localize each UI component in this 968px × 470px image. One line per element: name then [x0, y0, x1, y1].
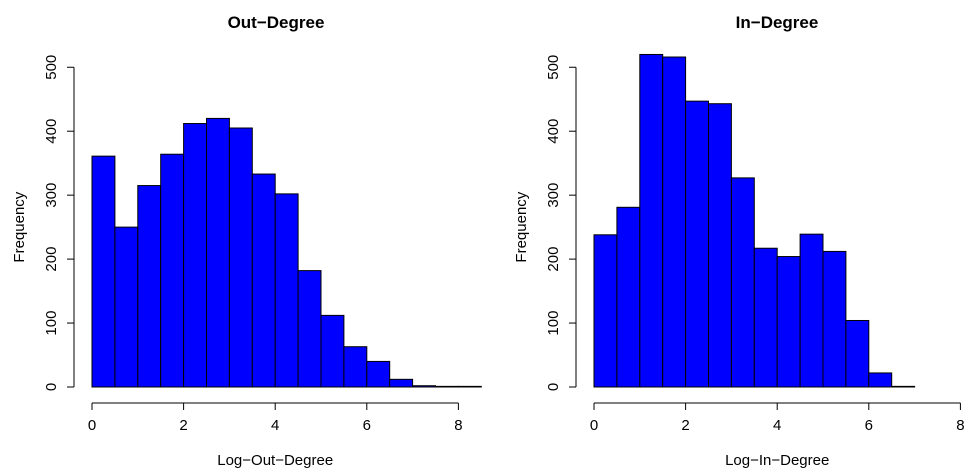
y-tick-label: 300: [545, 183, 562, 208]
histogram-bar: [137, 185, 162, 388]
x-tick-label: 4: [271, 417, 279, 434]
x-axis-label: Log−Out−Degree: [217, 452, 333, 469]
x-tick-label: 8: [956, 417, 964, 434]
x-tick-label: 0: [88, 417, 96, 434]
y-tick-label: 500: [545, 55, 562, 80]
y-tick-label: 100: [545, 311, 562, 336]
y-axis-label: Frequency: [11, 191, 28, 262]
histogram-bar: [343, 346, 368, 388]
y-tick-label: 0: [545, 383, 562, 391]
histogram-bar: [662, 56, 687, 388]
histogram-bar: [274, 193, 299, 388]
histogram-bar: [776, 256, 801, 388]
y-tick-label: 300: [43, 183, 60, 208]
histogram-bar: [822, 250, 847, 388]
y-tick-label: 400: [43, 119, 60, 144]
histogram-bar: [593, 234, 618, 388]
y-tick-label: 200: [43, 247, 60, 272]
histogram-bar: [457, 385, 482, 388]
in-degree-histogram: In−Degree 0 2 4 6 8 Log−In−Degree 0 100 200 300 400…: [513, 13, 965, 469]
histogram-bar: [685, 100, 709, 388]
x-tick-label: 2: [681, 417, 689, 434]
x-tick-label: 2: [179, 417, 187, 434]
x-tick-label: 6: [363, 417, 371, 434]
histogram-bar: [366, 360, 391, 388]
histogram-bar: [160, 153, 185, 388]
out-degree-histogram: Out−Degree 0 2 4 6 8 Log−Out−Degree 0 100 200 300 4…: [11, 13, 482, 469]
histogram-bar: [868, 372, 893, 388]
histogram-bar: [389, 378, 414, 388]
histogram-bar: [639, 53, 664, 388]
y-tick-label: 0: [43, 383, 60, 391]
histogram-bar: [753, 247, 778, 388]
histogram-bar: [114, 226, 139, 388]
histogram-bar: [251, 173, 276, 388]
chart-title: In−Degree: [736, 13, 819, 32]
histogram-bar: [297, 270, 322, 388]
histogram-bar: [412, 385, 437, 388]
histogram-bar: [91, 155, 116, 388]
y-axis-label: Frequency: [513, 191, 530, 262]
y-tick-label: 400: [545, 119, 562, 144]
histogram-bar: [435, 385, 459, 388]
histogram-bar: [320, 314, 345, 388]
y-tick-label: 100: [43, 311, 60, 336]
histogram-bar: [183, 123, 208, 388]
x-tick-label: 6: [865, 417, 873, 434]
histogram-bar: [708, 103, 732, 388]
histogram-bar: [891, 385, 916, 388]
chart-title: Out−Degree: [228, 13, 325, 32]
y-tick-label: 500: [43, 55, 60, 80]
x-tick-label: 4: [773, 417, 781, 434]
x-axis-label: Log−In−Degree: [725, 452, 829, 469]
x-tick-label: 8: [454, 417, 462, 434]
histogram-bar: [730, 177, 755, 388]
histogram-bar: [228, 127, 253, 388]
histogram-bar: [799, 233, 824, 388]
y-tick-label: 200: [545, 247, 562, 272]
histogram-bar: [845, 319, 870, 388]
x-tick-label: 0: [590, 417, 598, 434]
histogram-bar: [616, 206, 641, 388]
histogram-bar: [206, 117, 230, 388]
